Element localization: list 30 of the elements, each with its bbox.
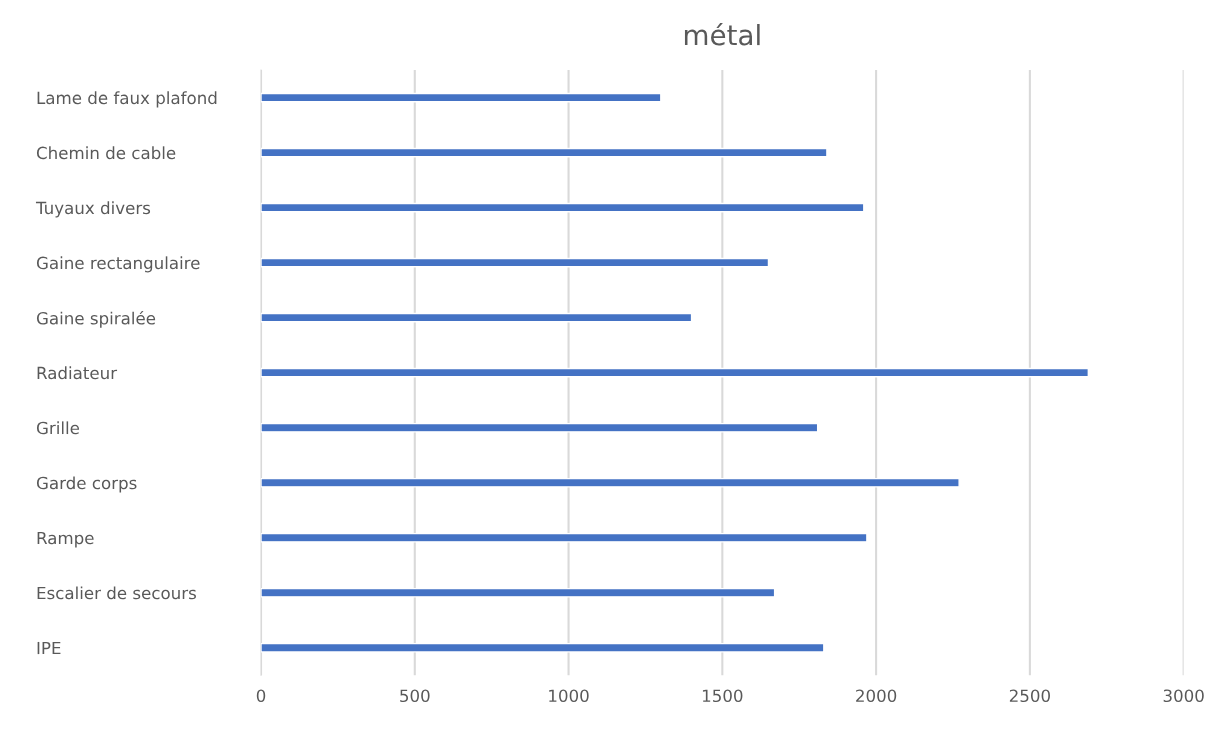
bar	[261, 587, 776, 598]
x-tick-label: 1000	[549, 689, 589, 703]
x-tick-label: 500	[400, 689, 430, 703]
bar	[261, 147, 828, 158]
y-tick-label: Lame de faux plafond	[37, 91, 217, 108]
y-tick-label: Rampe	[37, 531, 94, 548]
bar	[261, 92, 662, 103]
x-tick-label: 3000	[1163, 689, 1204, 703]
x-tick-label: 2500	[1009, 689, 1050, 703]
chart-title: métal	[684, 22, 760, 46]
y-tick-label: Escalier de secours	[37, 586, 196, 600]
bar	[261, 257, 770, 268]
x-tick-label: 2000	[856, 689, 897, 703]
y-tick-label: Tuyaux divers	[35, 201, 151, 218]
y-tick-label: IPE	[37, 641, 61, 655]
bar	[261, 367, 1090, 378]
y-tick-label: Grille	[36, 421, 80, 435]
y-tick-label: Garde corps	[36, 476, 137, 493]
bar	[261, 532, 868, 543]
y-tick-label: Radiateur	[37, 366, 118, 380]
bar	[261, 642, 825, 653]
x-tick-label: 1500	[702, 689, 743, 703]
y-tick-label: Gaine spiralée	[36, 311, 156, 328]
x-tick-label: 0	[256, 689, 266, 703]
y-tick-label: Chemin de cable	[36, 146, 176, 160]
bar	[261, 202, 865, 213]
bar	[261, 477, 960, 488]
bar	[261, 422, 819, 433]
y-tick-label: Gaine rectangulaire	[36, 256, 200, 273]
bar	[261, 312, 693, 323]
